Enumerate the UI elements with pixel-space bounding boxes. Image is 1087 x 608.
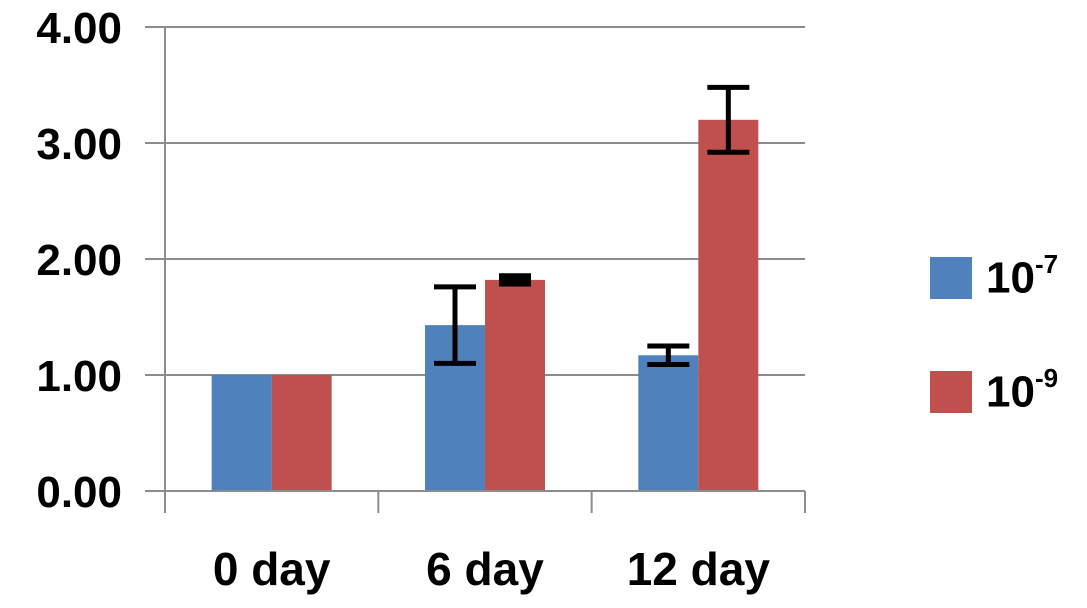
legend: 10-7 10-9 [930, 248, 1080, 476]
error-bar [499, 273, 531, 287]
legend-label-exponent: -9 [1034, 362, 1059, 393]
bar-12-day-series-2 [698, 119, 759, 492]
y-tick-label: 1.00 [36, 352, 122, 401]
legend-label-series-2: 10-9 [986, 363, 1058, 418]
error-bars [434, 84, 750, 368]
error-bar-body [499, 273, 531, 287]
legend-swatch-series-2 [930, 371, 972, 413]
y-tick-label: 4.00 [36, 4, 122, 53]
legend-label-base: 10 [986, 253, 1035, 303]
y-tick-label: 0.00 [36, 468, 122, 517]
bar-6-day-series-2 [485, 279, 545, 491]
legend-swatch-series-1 [930, 257, 972, 299]
y-tick-labels: 0.00 1.00 2.00 3.00 4.00 [36, 4, 122, 517]
legend-label-base: 10 [986, 367, 1035, 417]
x-tick-label: 0 day [213, 543, 331, 595]
x-tick-labels: 0 day 6 day 12 day [213, 543, 771, 595]
x-tick-label: 6 day [426, 543, 544, 595]
legend-item-series-2: 10-9 [930, 362, 1080, 422]
legend-item-series-1: 10-7 [930, 248, 1080, 308]
y-tick-label: 2.00 [36, 236, 122, 285]
x-axis [145, 27, 806, 513]
bar-0-day-series-2 [271, 375, 332, 491]
error-bar [434, 284, 476, 366]
bar-0-day-series-1 [211, 375, 272, 491]
bars [211, 119, 759, 492]
bar-12-day-series-1 [638, 355, 699, 491]
legend-label-exponent: -7 [1034, 248, 1059, 279]
legend-label-series-1: 10-7 [986, 249, 1058, 304]
y-tick-label: 3.00 [36, 120, 122, 169]
error-bar [647, 343, 690, 368]
error-bar [707, 84, 750, 155]
x-tick-label: 12 day [627, 543, 771, 595]
